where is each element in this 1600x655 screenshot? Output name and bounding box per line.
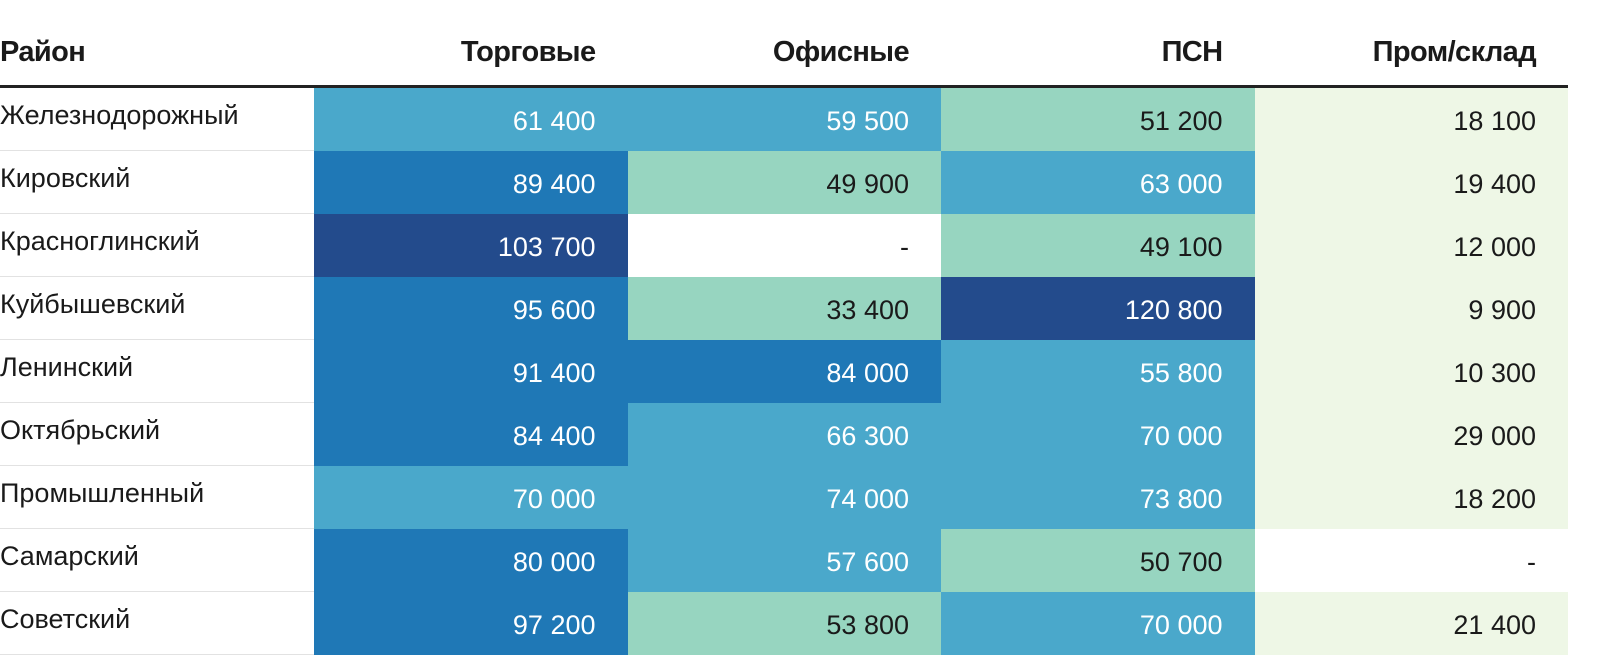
- heatmap-cell: 70 000: [941, 402, 1255, 466]
- heatmap-cell: 70 000: [314, 465, 628, 529]
- column-header: Пром/склад: [1254, 20, 1568, 88]
- heatmap-cell: 59 500: [627, 86, 941, 151]
- heatmap-cell: 9 900: [1254, 276, 1568, 340]
- table-row: Куйбышевский 95 600 33 400 120 800 9 900: [0, 276, 1568, 340]
- heatmap-cell: 18 100: [1254, 86, 1568, 151]
- district-name: Самарский: [0, 528, 314, 592]
- table-row: Красноглинский 103 700-49 100 12 000: [0, 213, 1568, 277]
- heatmap-cell: 95 600: [314, 276, 628, 340]
- column-header: ПСН: [941, 20, 1255, 88]
- header-row: Район Торговые Офисные ПСН Пром/склад: [0, 20, 1568, 88]
- heatmap-cell: 53 800: [627, 591, 941, 655]
- table-row: Кировский 89 400 49 900 63 000 19 400: [0, 150, 1568, 214]
- heatmap-cell: 84 400: [314, 402, 628, 466]
- price-heatmap-table: Район Торговые Офисные ПСН Пром/склад Же…: [0, 20, 1568, 655]
- heatmap-cell: 29 000: [1254, 402, 1568, 466]
- heatmap-cell: 50 700: [941, 528, 1255, 592]
- heatmap-cell: 80 000: [314, 528, 628, 592]
- table-row: Самарский 80 000 57 600 50 700-: [0, 528, 1568, 592]
- table-row: Промышленный 70 000 74 000 73 800 18 200: [0, 465, 1568, 529]
- district-name: Промышленный: [0, 465, 314, 529]
- district-name: Куйбышевский: [0, 276, 314, 340]
- heatmap-cell: 61 400: [314, 86, 628, 151]
- heatmap-cell: 73 800: [941, 465, 1255, 529]
- heatmap-cell: 19 400: [1254, 150, 1568, 214]
- heatmap-cell: 18 200: [1254, 465, 1568, 529]
- heatmap-cell: 120 800: [941, 276, 1255, 340]
- heatmap-cell: 33 400: [627, 276, 941, 340]
- heatmap-cell: 49 900: [627, 150, 941, 214]
- heatmap-cell: 103 700: [314, 213, 628, 277]
- heatmap-cell: 51 200: [941, 86, 1255, 151]
- table-row: Ленинский 91 400 84 000 55 800 10 300: [0, 339, 1568, 403]
- heatmap-cell: 57 600: [627, 528, 941, 592]
- table-row: Железнодорожный 61 400 59 500 51 200 18 100: [0, 86, 1568, 151]
- heatmap-cell: 84 000: [627, 339, 941, 403]
- heatmap-cell: 49 100: [941, 213, 1255, 277]
- heatmap-cell: 12 000: [1254, 213, 1568, 277]
- heatmap-cell: 21 400: [1254, 591, 1568, 655]
- heatmap-cell: 74 000: [627, 465, 941, 529]
- column-header: Район: [0, 20, 314, 88]
- heatmap-cell: 10 300: [1254, 339, 1568, 403]
- heatmap-cell: -: [627, 213, 941, 277]
- heatmap-cell: 89 400: [314, 150, 628, 214]
- heatmap-cell: -: [1254, 528, 1568, 592]
- table-row: Октябрьский 84 400 66 300 70 000 29 000: [0, 402, 1568, 466]
- heatmap-cell: 63 000: [941, 150, 1255, 214]
- district-name: Ленинский: [0, 339, 314, 403]
- heatmap-cell: 70 000: [941, 591, 1255, 655]
- heatmap-cell: 55 800: [941, 339, 1255, 403]
- column-header: Офисные: [627, 20, 941, 88]
- heatmap-cell: 91 400: [314, 339, 628, 403]
- heatmap-cell: 66 300: [627, 402, 941, 466]
- column-header: Торговые: [314, 20, 628, 88]
- table-body: Железнодорожный 61 400 59 500 51 200 18 100 К…: [0, 86, 1568, 655]
- district-name: Октябрьский: [0, 402, 314, 466]
- district-name: Железнодорожный: [0, 86, 314, 151]
- district-name: Советский: [0, 591, 314, 655]
- district-name: Кировский: [0, 150, 314, 214]
- table-row: Советский 97 200 53 800 70 000 21 400: [0, 591, 1568, 655]
- district-name: Красноглинский: [0, 213, 314, 277]
- heatmap-cell: 97 200: [314, 591, 628, 655]
